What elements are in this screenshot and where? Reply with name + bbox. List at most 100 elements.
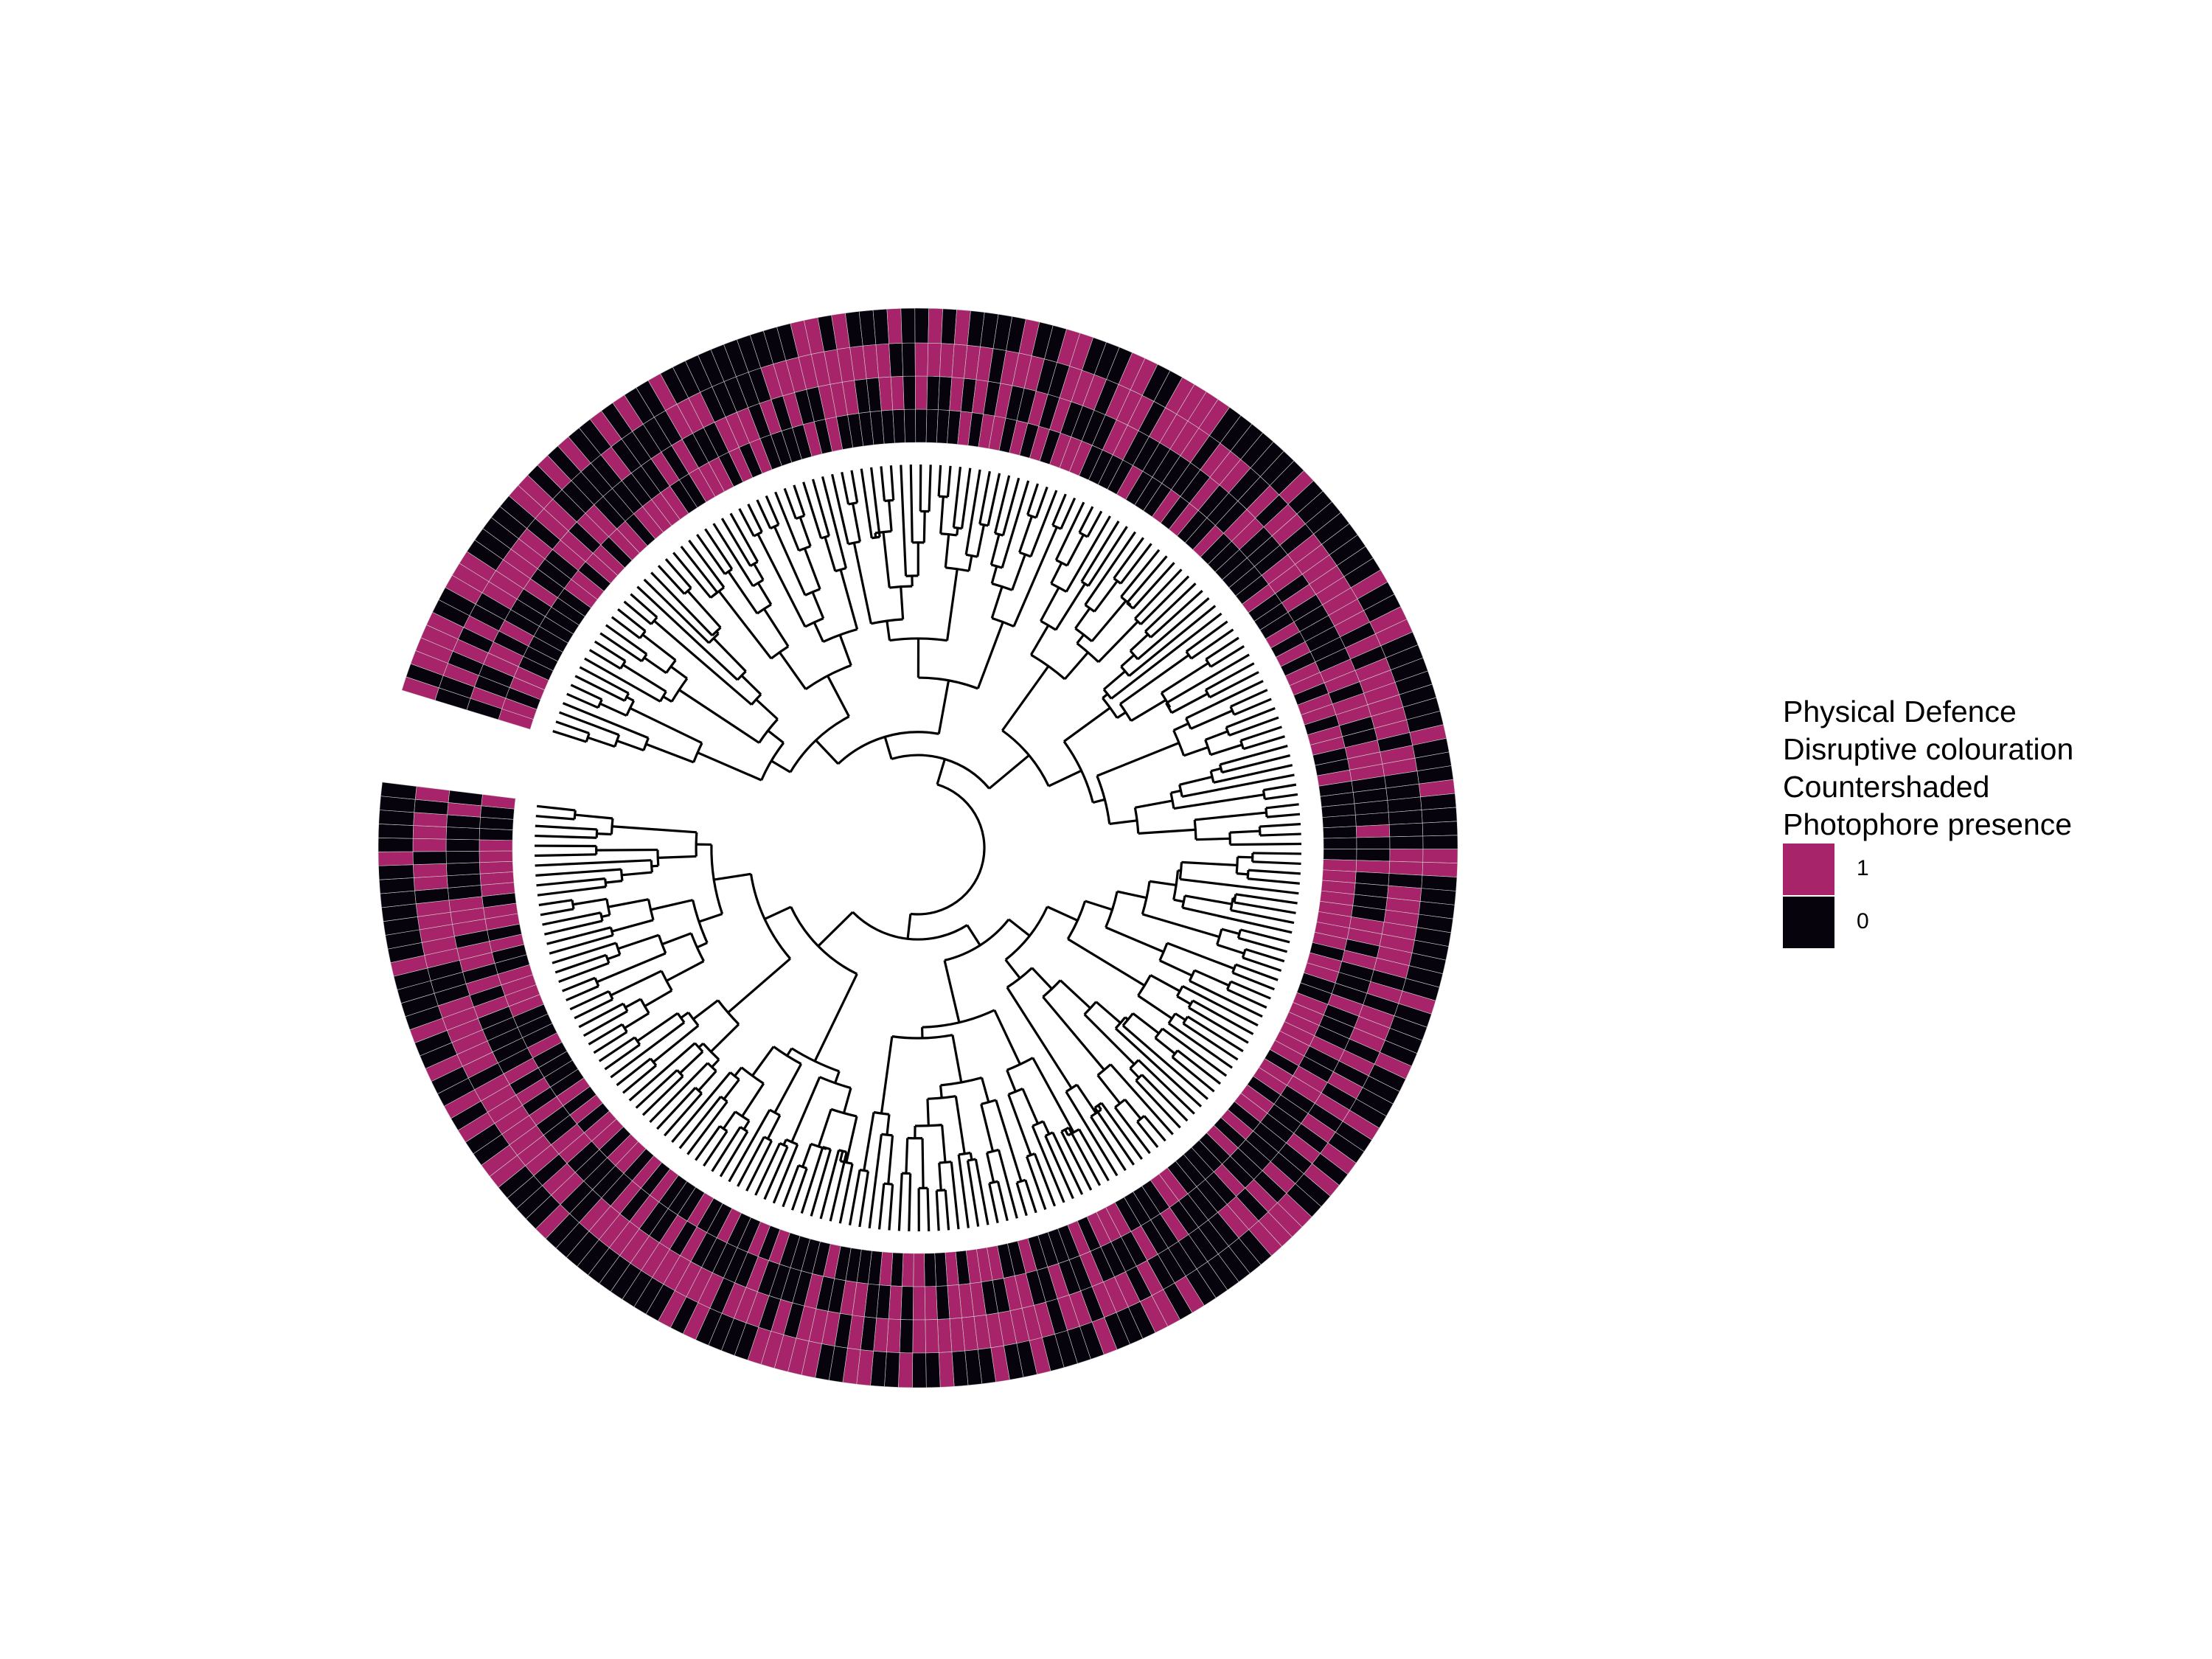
- tree-branch-371: [1237, 936, 1288, 953]
- tree-arc-536: [790, 1047, 840, 1073]
- tree-branch-179: [990, 586, 1004, 619]
- tree-branch-93: [720, 518, 752, 567]
- tree-branch-622: [636, 1012, 678, 1043]
- tree-branch-571: [745, 1140, 773, 1192]
- tree-branch-490: [996, 1180, 1009, 1222]
- tree-branch-193: [1034, 486, 1048, 518]
- tree-branch-396: [1192, 999, 1254, 1035]
- trait-cell-1-108: [1323, 826, 1357, 839]
- tree-branch-253: [1144, 582, 1197, 633]
- tree-branch-433: [1110, 1063, 1174, 1135]
- tree-branch-387: [1226, 988, 1267, 1009]
- trait-cell-2-111: [1355, 860, 1391, 874]
- trait-cell-1-229: [479, 860, 514, 874]
- trait-cell-3-228: [413, 875, 448, 891]
- tree-branch-654: [617, 933, 659, 950]
- tree-branch-541: [845, 1116, 858, 1163]
- tree-branch-236: [1132, 562, 1175, 610]
- trait-cell-3-171: [899, 1319, 914, 1354]
- tree-arc-664: [609, 927, 614, 936]
- tree-arc-278: [1096, 775, 1111, 824]
- tree-branch-329: [906, 914, 912, 939]
- tree-branch-143: [870, 467, 881, 538]
- tree-branch-604: [656, 1087, 697, 1130]
- trait-cell-3-169: [925, 1319, 939, 1354]
- tree-arc-0: [910, 783, 986, 916]
- tree-arc-495: [958, 1151, 971, 1156]
- tree-branch-212: [1078, 506, 1094, 534]
- trait-cell-4-171: [898, 1352, 914, 1388]
- tree-branch-646: [574, 998, 613, 1020]
- tree-branch-405: [1004, 959, 1021, 979]
- tree-branch-588: [723, 1079, 740, 1100]
- trait-cell-3-48: [902, 342, 916, 377]
- tree-arc-486: [987, 1148, 999, 1154]
- tree-branch-703: [535, 815, 575, 821]
- tree-branch-553: [800, 1147, 824, 1214]
- tree-arc-220: [1076, 642, 1099, 664]
- tree-branch-673: [572, 897, 608, 906]
- trait-cell-4-47: [886, 308, 902, 344]
- tree-branch-466: [1042, 1121, 1051, 1135]
- tree-arc-425: [1129, 1059, 1140, 1070]
- tree-branch-436: [1124, 1099, 1142, 1120]
- legend-item-absent: 0: [1783, 897, 2196, 950]
- tree-branch-172: [964, 469, 981, 555]
- tree-arc-525: [883, 1182, 893, 1186]
- legend-title-physical-defence: Physical Defence: [1783, 695, 2017, 728]
- tree-branch-315: [1265, 793, 1298, 801]
- tree-arc-242: [1062, 740, 1094, 803]
- tree-branch-256: [1128, 605, 1217, 678]
- tree-branch-572: [737, 1136, 765, 1187]
- tree-arc-182: [990, 563, 1003, 569]
- tree-branch-704: [536, 804, 576, 812]
- tree-arc-163: [939, 495, 948, 498]
- tree-branch-375: [1242, 956, 1282, 973]
- tree-branch-487: [997, 1150, 1018, 1219]
- tree-branch-368: [1221, 928, 1240, 936]
- tree-arc-459: [1060, 1126, 1070, 1133]
- trait-cell-1-110: [1323, 848, 1357, 861]
- tree-branch-429: [1141, 1074, 1189, 1122]
- tree-branch-393: [1182, 984, 1259, 1027]
- tree-branch-26: [570, 684, 602, 701]
- trait-cell-4-46: [872, 308, 889, 345]
- tree-arc-32: [758, 718, 779, 744]
- tree-branch-355: [1180, 877, 1299, 895]
- trait-cell-1-50: [925, 408, 939, 443]
- tree-arc-128: [870, 618, 903, 625]
- tree-arc-446: [1093, 1102, 1102, 1109]
- trait-cell-1-109: [1323, 837, 1357, 849]
- tree-branch-381: [1232, 971, 1275, 991]
- tree-branch-70: [664, 558, 692, 589]
- tree-branch-453: [993, 1009, 1021, 1065]
- tree-branch-207: [1050, 562, 1063, 585]
- tree-branch-700: [535, 824, 597, 831]
- tree-branch-512: [921, 1138, 925, 1189]
- trait-cell-4-49: [914, 307, 930, 344]
- tree-arc-74: [770, 645, 789, 660]
- trait-cell-2-50: [926, 375, 940, 410]
- tree-branch-488: [985, 1152, 995, 1183]
- trait-cell-3-50: [927, 342, 942, 377]
- trait-cell-1-169: [924, 1253, 936, 1287]
- tree-branch-67: [686, 590, 722, 629]
- trait-cell-3-108: [1388, 822, 1424, 838]
- tree-branch-73: [779, 651, 807, 690]
- tree-branch-349: [1252, 852, 1301, 855]
- tree-arc-224: [1084, 604, 1096, 613]
- tree-branch-116: [839, 569, 859, 630]
- trait-cell-4-50: [928, 307, 943, 344]
- tree-branch-88: [757, 582, 773, 605]
- tree-arc-72: [804, 664, 852, 691]
- tree-branch-304: [1179, 776, 1213, 786]
- tree-branch-599: [711, 1058, 720, 1068]
- legend: Physical Defence Disruptive colouration …: [1783, 693, 2196, 950]
- tree-branch-528: [868, 1134, 883, 1229]
- tree-branch-666: [546, 926, 611, 945]
- tree-branch-481: [995, 1099, 1023, 1182]
- tree-arc-674: [571, 900, 575, 910]
- tree-branch-418: [1154, 1037, 1176, 1055]
- tree-arc-141: [872, 535, 880, 540]
- tree-branch-669: [601, 914, 611, 918]
